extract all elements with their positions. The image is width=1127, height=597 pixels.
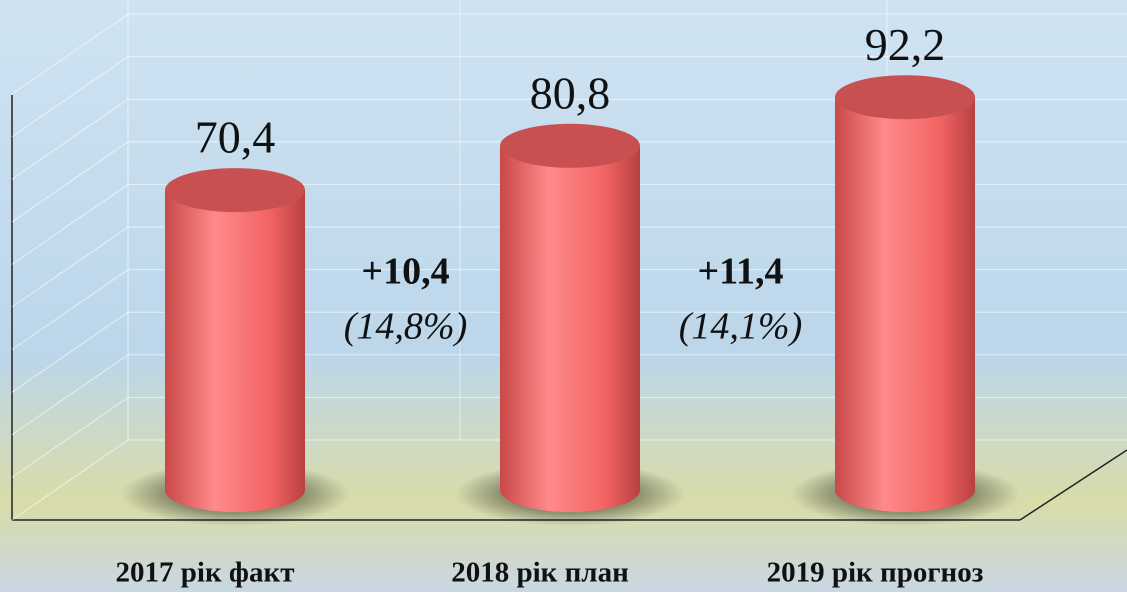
grid-line: [11, 269, 129, 351]
grid-line: [11, 311, 129, 393]
annotation-percent: (14,8%): [344, 306, 467, 348]
value-label: 70,4: [195, 112, 276, 163]
bar: [500, 145, 640, 513]
grid-line: [11, 439, 129, 521]
value-label: 80,8: [530, 67, 611, 118]
x-tick-label: 2017 рік факт: [116, 557, 295, 589]
bar-top: [165, 168, 305, 213]
grid-line: [11, 141, 129, 223]
bar: [165, 190, 305, 512]
grid-line: [11, 396, 129, 478]
floor-edge: [1019, 449, 1127, 521]
grid-line: [11, 226, 129, 308]
bar-top: [835, 75, 975, 120]
bar-top: [500, 123, 640, 168]
annotation-change: +11,4: [697, 251, 783, 293]
x-tick-label: 2018 рік план: [451, 557, 629, 589]
grid-line: [11, 183, 129, 265]
annotation-percent: (14,1%): [679, 306, 802, 348]
annotation-change: +10,4: [361, 251, 449, 293]
bar: [835, 97, 975, 512]
grid-line: [11, 98, 129, 180]
grid-line: [11, 13, 129, 95]
x-tick-label: 2019 рік прогноз: [767, 557, 984, 589]
grid-line: [11, 354, 129, 436]
grid-line: [11, 56, 129, 138]
value-label: 92,2: [865, 19, 946, 70]
